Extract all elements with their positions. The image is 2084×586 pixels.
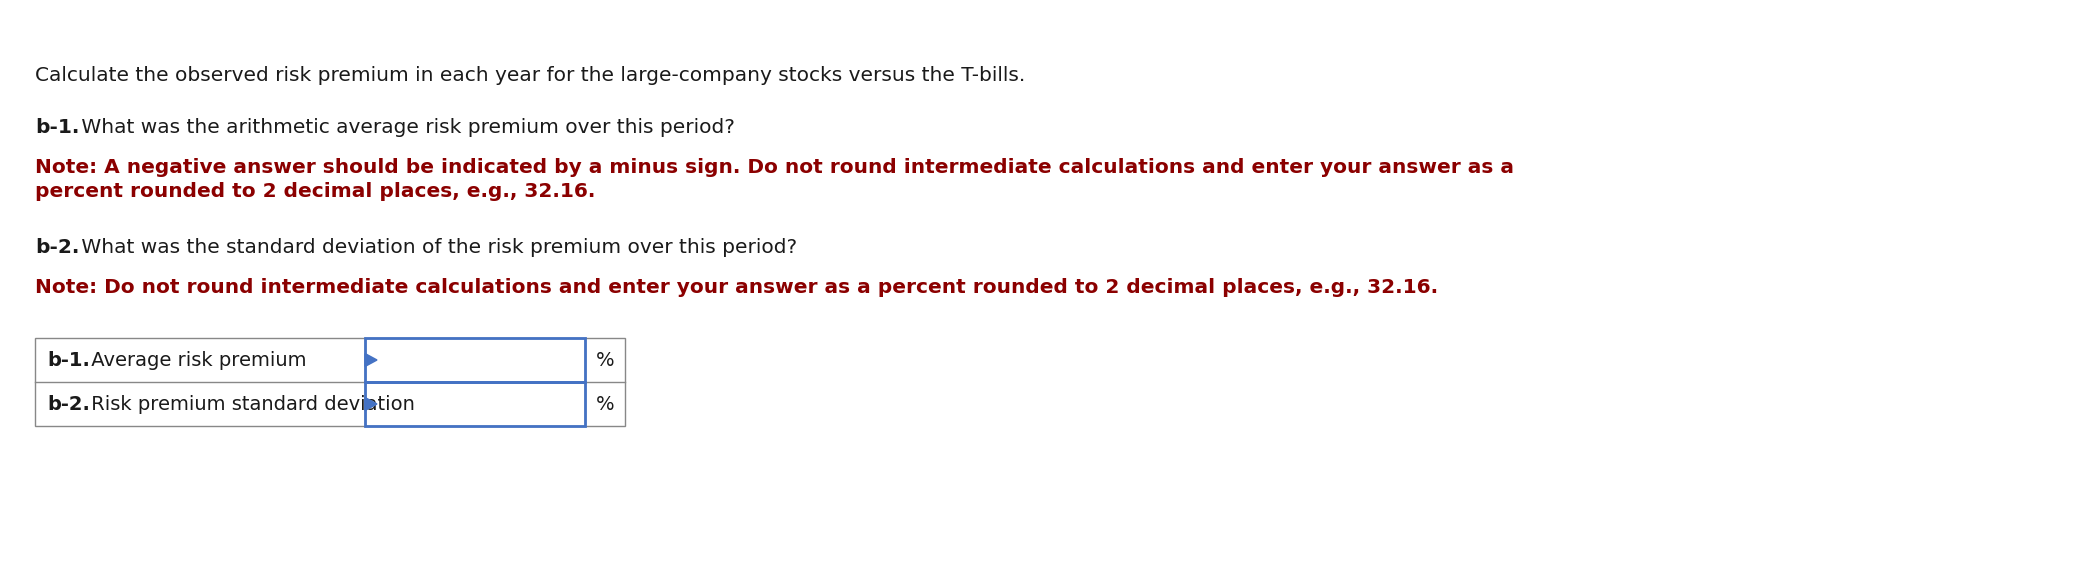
Text: Average risk premium: Average risk premium <box>85 350 306 370</box>
Text: b-1.: b-1. <box>35 118 79 137</box>
Text: Risk premium standard deviation: Risk premium standard deviation <box>85 394 415 414</box>
Text: Note: A negative answer should be indicated by a minus sign. Do not round interm: Note: A negative answer should be indica… <box>35 158 1513 201</box>
Bar <box>365 382 586 426</box>
Text: Calculate the observed risk premium in each year for the large-company stocks ve: Calculate the observed risk premium in e… <box>35 66 1025 85</box>
Text: b-2.: b-2. <box>35 238 79 257</box>
Text: b-2.: b-2. <box>48 394 90 414</box>
Text: %: % <box>596 350 615 370</box>
Bar <box>365 338 586 382</box>
Polygon shape <box>365 353 377 366</box>
Text: What was the standard deviation of the risk premium over this period?: What was the standard deviation of the r… <box>75 238 796 257</box>
Text: What was the arithmetic average risk premium over this period?: What was the arithmetic average risk pre… <box>75 118 736 137</box>
Text: Note: Do not round intermediate calculations and enter your answer as a percent : Note: Do not round intermediate calculat… <box>35 278 1438 297</box>
Text: %: % <box>596 394 615 414</box>
Text: b-1.: b-1. <box>48 350 90 370</box>
Bar <box>35 338 625 426</box>
Polygon shape <box>365 397 377 411</box>
